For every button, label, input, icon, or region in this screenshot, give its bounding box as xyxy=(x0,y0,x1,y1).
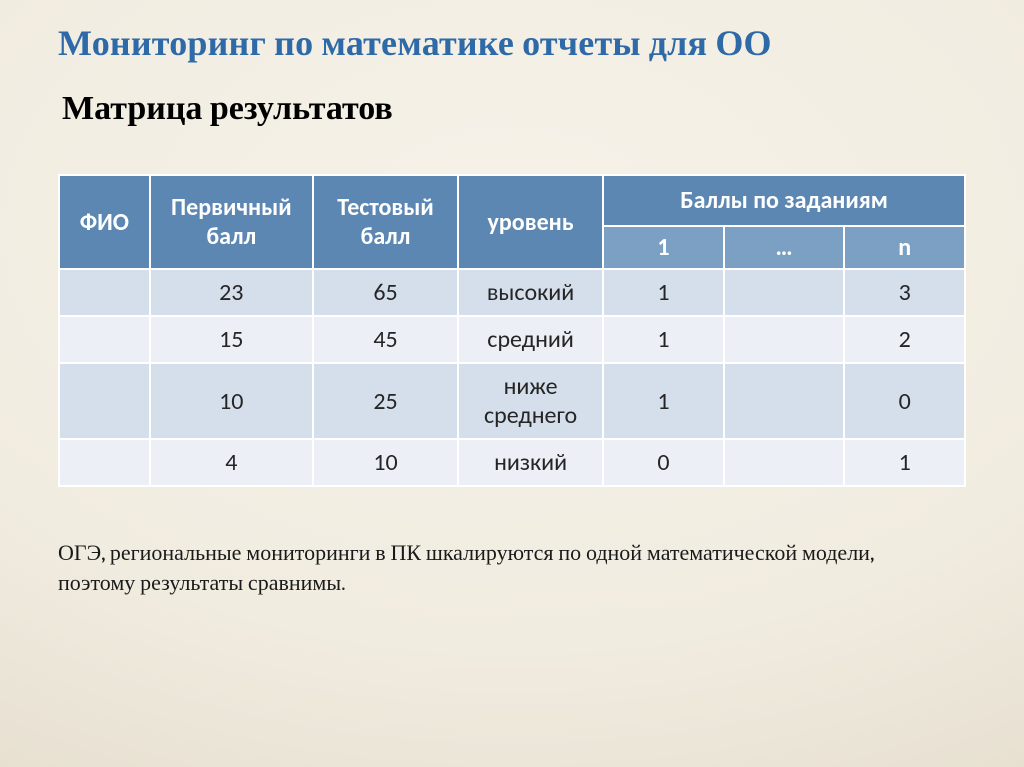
table-row: 15 45 средний 1 2 xyxy=(59,316,965,363)
cell-task-d xyxy=(724,316,845,363)
cell-primary: 15 xyxy=(150,316,313,363)
footnote-text: ОГЭ, региональные мониторинги в ПК шкали… xyxy=(58,539,948,598)
results-table: ФИО Первичный балл Тестовый балл уровень… xyxy=(58,174,966,487)
cell-primary: 23 xyxy=(150,269,313,316)
cell-task-n: 2 xyxy=(844,316,965,363)
cell-fio xyxy=(59,316,150,363)
table-row: 4 10 низкий 0 1 xyxy=(59,439,965,486)
cell-task-d xyxy=(724,363,845,439)
table-row: 10 25 ниже среднего 1 0 xyxy=(59,363,965,439)
cell-fio xyxy=(59,439,150,486)
cell-task-1: 1 xyxy=(603,316,724,363)
cell-primary: 10 xyxy=(150,363,313,439)
table-header: ФИО Первичный балл Тестовый балл уровень… xyxy=(59,175,965,269)
page-title: Мониторинг по математике отчеты для ОО xyxy=(58,22,966,64)
col-test: Тестовый балл xyxy=(313,175,458,269)
cell-level: высокий xyxy=(458,269,603,316)
cell-level: средний xyxy=(458,316,603,363)
cell-fio xyxy=(59,363,150,439)
col-task-1: 1 xyxy=(603,226,724,269)
cell-task-d xyxy=(724,269,845,316)
col-task-dots: … xyxy=(724,226,845,269)
page-subtitle: Матрица результатов xyxy=(62,88,966,128)
col-primary: Первичный балл xyxy=(150,175,313,269)
col-fio: ФИО xyxy=(59,175,150,269)
cell-task-1: 0 xyxy=(603,439,724,486)
cell-fio xyxy=(59,269,150,316)
table-body: 23 65 высокий 1 3 15 45 средний 1 2 10 2… xyxy=(59,269,965,486)
cell-test: 10 xyxy=(313,439,458,486)
cell-task-1: 1 xyxy=(603,363,724,439)
cell-level: ниже среднего xyxy=(458,363,603,439)
cell-test: 45 xyxy=(313,316,458,363)
table-row: 23 65 высокий 1 3 xyxy=(59,269,965,316)
col-tasks: Баллы по заданиям xyxy=(603,175,965,226)
cell-level: низкий xyxy=(458,439,603,486)
cell-test: 65 xyxy=(313,269,458,316)
cell-test: 25 xyxy=(313,363,458,439)
col-level: уровень xyxy=(458,175,603,269)
cell-task-d xyxy=(724,439,845,486)
cell-task-1: 1 xyxy=(603,269,724,316)
slide: Мониторинг по математике отчеты для ОО М… xyxy=(0,0,1024,767)
col-task-n: n xyxy=(844,226,965,269)
cell-task-n: 1 xyxy=(844,439,965,486)
cell-task-n: 0 xyxy=(844,363,965,439)
cell-primary: 4 xyxy=(150,439,313,486)
cell-task-n: 3 xyxy=(844,269,965,316)
